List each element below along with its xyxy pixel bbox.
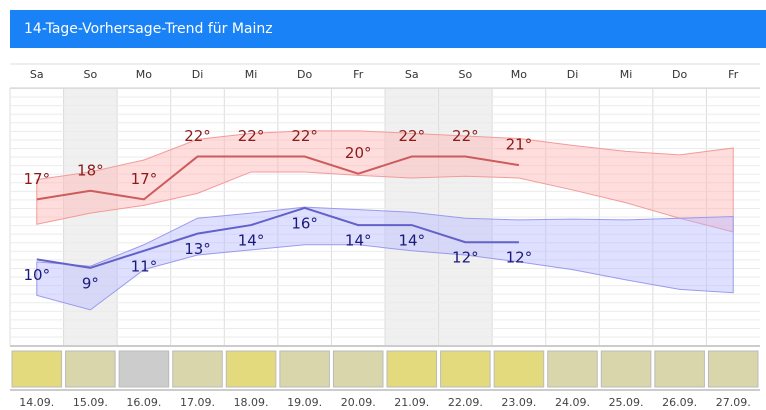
header: 14-Tage-Vorhersage-Trend für Mainz [10,10,766,48]
date: 23.09. [501,396,536,409]
weather-box [11,350,63,388]
weather-box [654,350,705,388]
date: 17.09. [180,396,215,409]
date: 21.09. [394,396,429,409]
value-label: 17° [131,170,158,188]
value-label: 22° [398,127,425,145]
value-label: 11° [131,257,158,275]
weekday: Do [297,68,312,81]
weather-box [547,350,598,388]
value-label: 14° [398,232,425,250]
weekday: Sa [405,68,419,81]
value-label: 16° [291,214,318,232]
weather-box [440,350,491,388]
date: 19.09. [287,396,322,409]
value-label: 22° [238,127,265,145]
weekday: Mo [511,68,527,81]
value-label: 9° [82,274,99,292]
weekday: So [458,68,472,81]
date: 18.09. [234,396,269,409]
value-label: 18° [77,161,104,179]
weekday: Di [567,68,579,81]
weekday: So [83,68,97,81]
value-label: 22° [184,127,211,145]
weekday: Fr [353,68,364,81]
value-label: 22° [291,127,318,145]
value-label: 22° [452,127,479,145]
date: 22.09. [448,396,483,409]
weekday: Mo [136,68,152,81]
value-label: 13° [184,240,211,258]
value-label: 12° [452,249,479,267]
weather-box [172,350,223,388]
date: 27.09. [716,396,751,409]
weather-box [707,350,759,388]
weather-box [493,350,545,388]
weekday: Do [672,68,687,81]
value-label: 20° [345,144,372,162]
value-label: 14° [345,232,372,250]
date: 14.09. [19,396,54,409]
value-label: 17° [23,170,50,188]
weekday: Fr [728,68,739,81]
date: 26.09. [662,396,697,409]
weekday: Di [192,68,204,81]
date: 20.09. [341,396,376,409]
weekday: Mi [245,68,258,81]
weather-box [386,350,438,388]
weather-box [279,350,330,388]
plot-background [10,88,760,345]
temperature-line [36,155,520,201]
weather-box [118,350,170,388]
value-label: 10° [23,266,50,284]
weather-box [65,350,116,388]
weather-box [225,350,277,388]
value-label: 21° [506,136,533,154]
weather-box [600,350,652,388]
weekday: Mi [620,68,633,81]
date: 24.09. [555,396,590,409]
value-label: 12° [506,249,533,267]
date: 25.09. [609,396,644,409]
range-band [36,206,734,311]
weekday: Sa [30,68,44,81]
date: 16.09. [126,396,161,409]
value-label: 14° [238,232,265,250]
temperature-line [36,206,519,269]
date: 15.09. [73,396,108,409]
weather-box [332,350,384,388]
